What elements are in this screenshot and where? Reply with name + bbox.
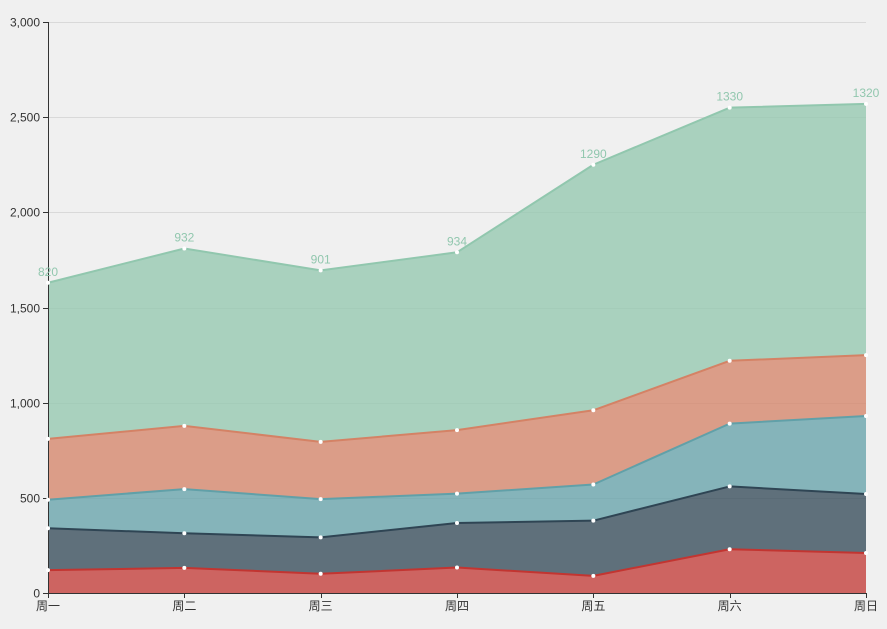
data-point-marker[interactable] xyxy=(46,436,50,441)
area-band[interactable] xyxy=(48,103,866,442)
y-axis-tick-label: 1,000 xyxy=(10,397,40,411)
data-point-marker[interactable] xyxy=(455,565,459,570)
data-point-marker[interactable] xyxy=(864,413,868,418)
value-label: 820 xyxy=(38,265,58,279)
x-axis-category-label: 周五 xyxy=(581,599,605,613)
data-point-marker[interactable] xyxy=(591,408,596,413)
value-label: 1330 xyxy=(716,90,743,104)
data-point-marker[interactable] xyxy=(455,250,459,255)
area-band[interactable] xyxy=(48,355,866,500)
data-point-marker[interactable] xyxy=(46,568,50,573)
data-point-marker[interactable] xyxy=(455,428,459,433)
data-point-marker[interactable] xyxy=(591,162,596,167)
data-point-marker[interactable] xyxy=(318,268,323,273)
area-band[interactable] xyxy=(48,486,866,576)
data-point-marker[interactable] xyxy=(727,484,732,489)
x-axis-category-label: 周一 xyxy=(36,599,60,613)
value-label: 934 xyxy=(447,234,467,248)
data-point-marker[interactable] xyxy=(318,535,323,540)
x-axis-category-label: 周四 xyxy=(445,599,469,613)
area-band[interactable] xyxy=(48,415,866,538)
x-axis-category-label: 周二 xyxy=(172,599,196,613)
data-point-marker[interactable] xyxy=(182,246,187,251)
data-point-marker[interactable] xyxy=(864,101,868,106)
data-point-marker[interactable] xyxy=(182,423,187,428)
data-point-marker[interactable] xyxy=(182,487,187,492)
data-point-marker[interactable] xyxy=(318,497,323,502)
y-axis-tick-label: 3,000 xyxy=(10,16,40,30)
y-axis-tick-label: 500 xyxy=(20,492,40,506)
data-point-marker[interactable] xyxy=(864,492,868,497)
data-point-marker[interactable] xyxy=(455,491,459,496)
x-axis-category-label: 周三 xyxy=(309,599,333,613)
value-label: 932 xyxy=(174,230,194,244)
area-band[interactable] xyxy=(48,549,866,593)
data-point-marker[interactable] xyxy=(46,280,50,285)
y-axis-tick-label: 0 xyxy=(33,587,40,601)
y-axis-tick-label: 2,500 xyxy=(10,111,40,125)
value-label: 1320 xyxy=(853,86,880,100)
data-point-marker[interactable] xyxy=(455,520,459,525)
data-point-marker[interactable] xyxy=(864,353,868,358)
data-point-marker[interactable] xyxy=(46,526,50,531)
x-axis-category-label: 周日 xyxy=(854,599,878,613)
data-point-marker[interactable] xyxy=(591,482,596,487)
value-label: 901 xyxy=(311,252,331,266)
data-point-marker[interactable] xyxy=(591,573,596,578)
data-point-marker[interactable] xyxy=(727,358,732,363)
data-point-marker[interactable] xyxy=(727,421,732,426)
data-point-marker[interactable] xyxy=(318,439,323,444)
y-axis-tick-label: 2,000 xyxy=(10,206,40,220)
data-point-marker[interactable] xyxy=(864,551,868,556)
data-point-marker[interactable] xyxy=(182,565,187,570)
data-point-marker[interactable] xyxy=(727,105,732,110)
data-point-marker[interactable] xyxy=(318,571,323,576)
y-axis-tick-label: 1,500 xyxy=(10,302,40,316)
data-point-marker[interactable] xyxy=(591,518,596,523)
data-point-marker[interactable] xyxy=(727,547,732,552)
value-label: 1290 xyxy=(580,147,607,161)
x-axis-category-label: 周六 xyxy=(718,599,742,613)
data-point-marker[interactable] xyxy=(46,497,50,502)
data-point-marker[interactable] xyxy=(182,531,187,536)
